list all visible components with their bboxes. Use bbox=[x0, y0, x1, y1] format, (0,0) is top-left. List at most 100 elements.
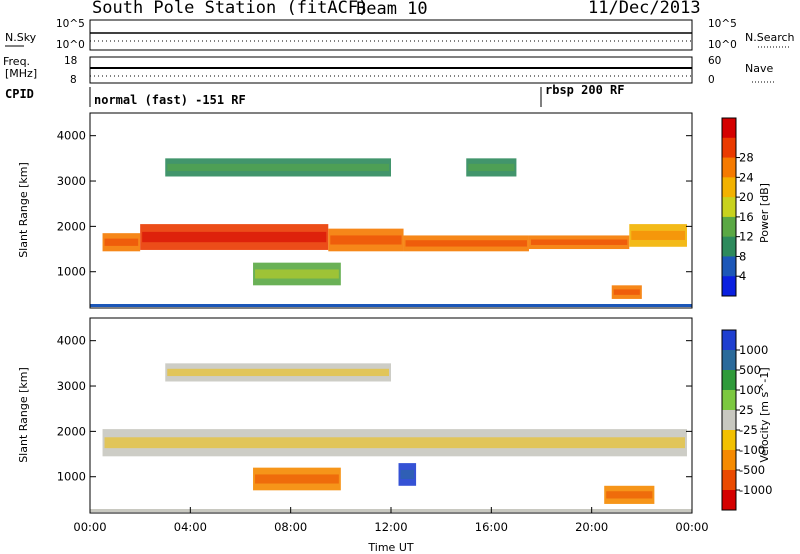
colorbar-frame bbox=[721, 117, 737, 297]
colorbar-tick-label-4: -25 bbox=[739, 423, 758, 437]
freq-tick-high: 18 bbox=[64, 55, 77, 67]
colorbar-segment-4 bbox=[722, 197, 736, 218]
velocity-data-layer bbox=[90, 363, 692, 512]
colorbar-segment-0 bbox=[722, 330, 736, 351]
y-tick-label-0: 1000 bbox=[57, 470, 86, 484]
nsky-label: N.Sky bbox=[5, 31, 37, 44]
power-band-core-5 bbox=[631, 230, 685, 240]
date-label: 11/Dec/2013 bbox=[588, 0, 701, 18]
station-title: South Pole Station (fitACF) bbox=[92, 0, 368, 18]
colorbar-segment-7 bbox=[722, 256, 736, 277]
power-band-core-2 bbox=[330, 235, 402, 245]
colorbar-segment-4 bbox=[722, 410, 736, 431]
y-tick-label-1: 2000 bbox=[57, 424, 86, 438]
power-band-core-7 bbox=[468, 163, 515, 172]
velocity-colorbar-label: Velocity [m s^-1] bbox=[758, 367, 771, 462]
colorbar-segment-3 bbox=[722, 177, 736, 198]
y-tick-label-0: 1000 bbox=[57, 265, 86, 279]
colorbar-segment-6 bbox=[722, 450, 736, 471]
freq-label: Freq. bbox=[3, 55, 30, 68]
power-band-core-3 bbox=[405, 240, 527, 247]
power-band-core-6 bbox=[167, 163, 389, 172]
nsky-panel-frame bbox=[89, 19, 693, 51]
colorbar-segment-3 bbox=[722, 390, 736, 411]
colorbar-tick-label-0: 4 bbox=[739, 269, 746, 283]
nsky-tick-high: 10^5 bbox=[56, 18, 85, 30]
velocity-panel: 1000 2000 3000 4000 00:00 04:00 08:00 12:00 16:… bbox=[17, 317, 709, 554]
colorbar-segment-5 bbox=[722, 216, 736, 238]
freq-unit: [MHz] bbox=[5, 67, 37, 80]
y-tick-label-2: 3000 bbox=[57, 174, 86, 188]
y-tick-label-3: 4000 bbox=[57, 129, 86, 143]
nsky-tick-low: 10^0 bbox=[56, 39, 85, 51]
nsearch-tick-low: 10^0 bbox=[708, 39, 737, 51]
nave-tick-low: 0 bbox=[708, 74, 715, 86]
power-y-axis-label: Slant Range [km] bbox=[17, 162, 30, 258]
colorbar-tick-label-7: -1000 bbox=[739, 483, 772, 497]
x-tick-label-6: 00:00 bbox=[675, 520, 708, 534]
colorbar-segment-0 bbox=[722, 118, 736, 139]
velocity-y-axis: 1000 2000 3000 4000 bbox=[57, 334, 692, 484]
power-band-core-1 bbox=[142, 231, 327, 243]
nave-label: Nave bbox=[745, 62, 773, 75]
nsearch-label: N.Search bbox=[745, 31, 795, 44]
colorbar-segment-7 bbox=[722, 470, 736, 491]
colorbar-tick-label-4: 20 bbox=[739, 190, 754, 204]
colorbar-frame bbox=[721, 329, 737, 511]
power-panel: 1000 2000 3000 4000 Slant Range [km] bbox=[17, 112, 693, 309]
y-tick-label-2: 3000 bbox=[57, 379, 86, 393]
velocity-band-core-3 bbox=[400, 469, 415, 479]
nave-tick-high: 60 bbox=[708, 55, 721, 67]
freq-tick-low: 8 bbox=[70, 74, 77, 86]
velocity-colorbar: 1000 500 100 25 -25 -100 -500 -1000 bbox=[721, 329, 772, 511]
cpid-label: CPID bbox=[5, 87, 34, 101]
x-tick-label-3: 12:00 bbox=[374, 520, 407, 534]
x-tick-label-4: 16:00 bbox=[475, 520, 508, 534]
velocity-y-axis-label: Slant Range [km] bbox=[17, 367, 30, 463]
nsearch-tick-high: 10^5 bbox=[708, 18, 737, 30]
colorbar-segment-5 bbox=[722, 430, 736, 451]
colorbar-segment-8 bbox=[722, 276, 736, 297]
colorbar-tick-label-1: 500 bbox=[739, 363, 761, 377]
power-band-core-0 bbox=[104, 238, 139, 246]
colorbar-segment-6 bbox=[722, 236, 736, 257]
velocity-band-core-0 bbox=[104, 437, 685, 449]
cpid-segment-rbsp: rbsp 200 RF bbox=[545, 83, 624, 97]
velocity-x-axis: 00:00 04:00 08:00 12:00 16:00 20:00 00:00 bbox=[73, 507, 709, 534]
x-tick-label-5: 20:00 bbox=[575, 520, 608, 534]
colorbar-tick-label-0: 1000 bbox=[739, 343, 768, 357]
power-band-core-4 bbox=[530, 239, 628, 245]
power-data-layer bbox=[90, 158, 692, 307]
colorbar-segment-1 bbox=[722, 350, 736, 371]
colorbar-segment-1 bbox=[722, 137, 736, 159]
colorbar-tick-label-3: 16 bbox=[739, 210, 754, 224]
velocity-band-core-4 bbox=[606, 491, 653, 499]
colorbar-tick-label-5: 24 bbox=[739, 170, 754, 184]
y-tick-label-1: 2000 bbox=[57, 219, 86, 233]
cpid-segment-normal: normal (fast) -151 RF bbox=[94, 93, 246, 107]
colorbar-tick-label-1: 8 bbox=[739, 249, 746, 263]
x-tick-label-0: 00:00 bbox=[73, 520, 106, 534]
velocity-band-core-2 bbox=[255, 474, 339, 484]
x-tick-label-1: 04:00 bbox=[174, 520, 207, 534]
power-colorbar: 4 8 12 16 20 24 28 bbox=[721, 117, 754, 297]
freq-panel-frame bbox=[89, 56, 693, 84]
power-y-axis: 1000 2000 3000 4000 bbox=[57, 129, 692, 279]
x-tick-label-2: 08:00 bbox=[274, 520, 307, 534]
power-band-core-9 bbox=[613, 289, 640, 295]
power-band-core-8 bbox=[255, 269, 339, 279]
colorbar-tick-label-6: 28 bbox=[739, 151, 754, 165]
colorbar-tick-label-2: 100 bbox=[739, 383, 761, 397]
y-tick-label-3: 4000 bbox=[57, 334, 86, 348]
velocity-panel-frame bbox=[89, 317, 693, 514]
velocity-band-core-1 bbox=[167, 368, 389, 377]
colorbar-tick-label-3: 25 bbox=[739, 403, 754, 417]
time-axis-label: Time UT bbox=[367, 541, 413, 554]
beam-label: Beam 10 bbox=[356, 0, 428, 19]
power-colorbar-label: Power [dB] bbox=[758, 183, 771, 243]
colorbar-tick-label-5: -100 bbox=[739, 443, 765, 457]
power-panel-frame bbox=[89, 112, 693, 309]
colorbar-segment-8 bbox=[722, 490, 736, 511]
colorbar-segment-2 bbox=[722, 370, 736, 391]
